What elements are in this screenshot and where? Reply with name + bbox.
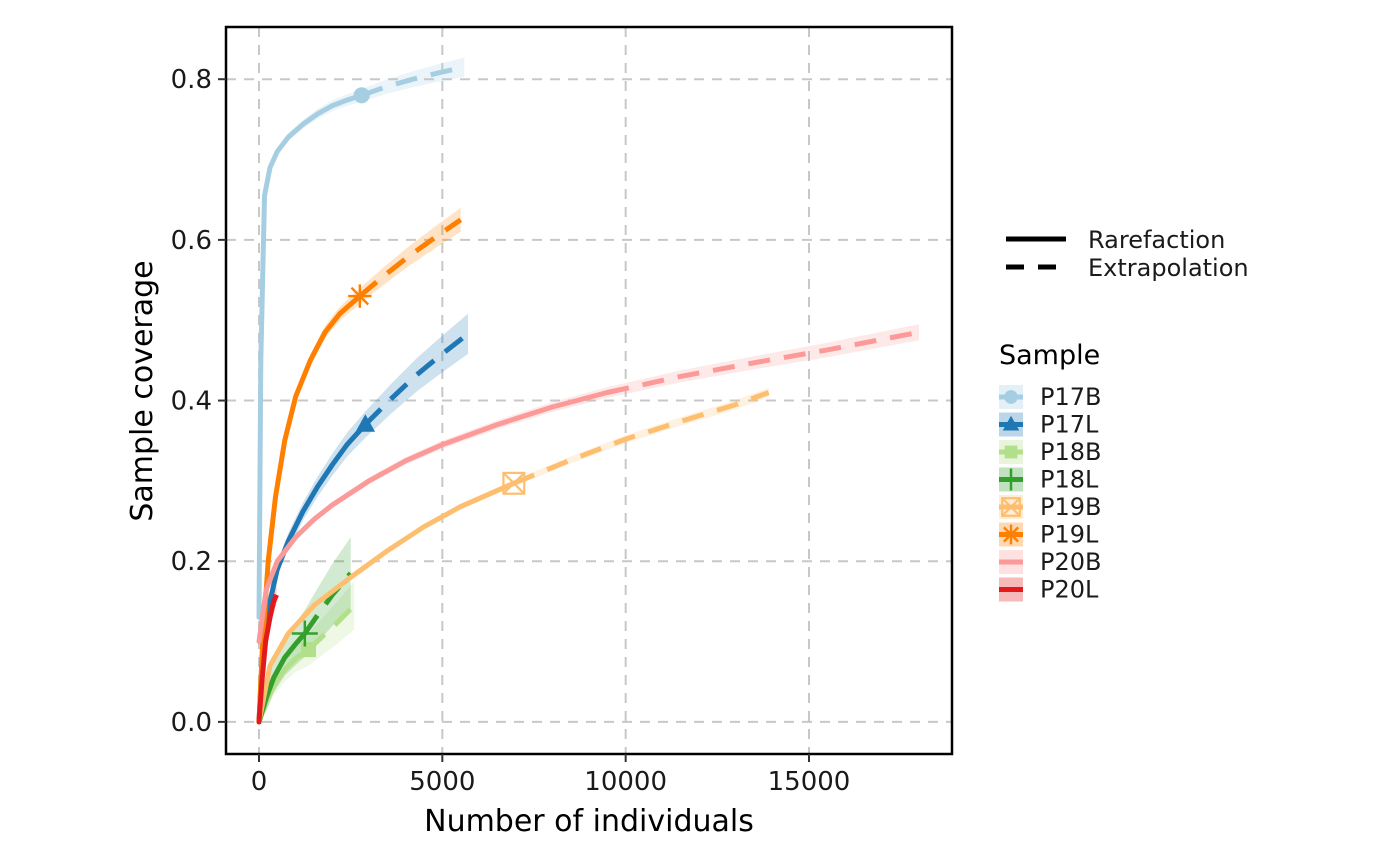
- legend-marker-p19l: [1001, 524, 1021, 545]
- rarefaction-line-p20l: [256, 598, 277, 725]
- legend-label-p17l: P17L: [1040, 411, 1099, 439]
- plot-frame: [224, 25, 954, 756]
- y-tick-label: 0.2: [171, 547, 212, 577]
- legend-marker-p18l: [1000, 468, 1022, 491]
- legend-label-rarefaction: Rarefaction: [1088, 226, 1225, 254]
- legend-marker-p17b: [1004, 390, 1018, 404]
- legend-key-p20b: [999, 550, 1023, 574]
- legend-key-p18b: [999, 440, 1023, 464]
- legend-label-p17b: P17B: [1040, 383, 1101, 411]
- band-p19b: [259, 387, 769, 722]
- y-tick-label: 0.8: [171, 65, 212, 95]
- extrapolation-line-p20b: [606, 329, 920, 395]
- legend-label-p20l: P20L: [1040, 576, 1099, 604]
- extrapolation-line-p18l: [302, 571, 353, 635]
- x-tick-label: 10000: [584, 767, 667, 797]
- legend-key-p17b: [999, 385, 1023, 409]
- observed-point-p19b: [502, 471, 526, 495]
- legend-label-p19b: P19B: [1040, 493, 1101, 521]
- extrapolation-line-p17l: [363, 331, 470, 427]
- y-tick-label: 0.4: [171, 387, 212, 417]
- y-tick-label: 0.0: [171, 708, 212, 738]
- extrapolation-line-p17b: [360, 64, 465, 98]
- legend-key-p17l: [999, 412, 1023, 437]
- sample-legend-title: Sample: [999, 340, 1100, 371]
- legend-label-p18b: P18B: [1040, 438, 1101, 466]
- observed-markers: [291, 87, 526, 658]
- x-tick-label: 0: [251, 767, 268, 797]
- legend-label-extrapolation: Extrapolation: [1088, 254, 1249, 282]
- rarefaction-line-p20b: [256, 390, 610, 644]
- legend-key-p19l: [999, 522, 1023, 547]
- rarefaction-line-p17b: [256, 92, 365, 620]
- x-tick-label: 15000: [768, 767, 851, 797]
- extrapolation-line-p19b: [512, 390, 770, 486]
- band-p20b: [259, 324, 919, 644]
- observed-point-p17l: [355, 414, 376, 432]
- confidence-bands: [259, 57, 919, 722]
- observed-point-p18b: [300, 642, 317, 658]
- extrapolation-line-p20l: [271, 593, 279, 603]
- x-tick-label: 5000: [409, 767, 475, 797]
- legend-label-p19l: P19L: [1040, 521, 1099, 549]
- legend-marker-p17l: [1002, 415, 1020, 431]
- observed-point-p17b: [353, 87, 370, 104]
- legend-marker-p18b: [1004, 445, 1018, 459]
- extrapolation-line-p19l: [358, 217, 463, 299]
- legend-key-p18l: [999, 467, 1023, 492]
- legend-key-p19b: [999, 495, 1023, 519]
- legend-label-p18l: P18L: [1040, 466, 1099, 494]
- observed-point-p19l: [348, 284, 372, 308]
- y-axis-title: Sample coverage: [125, 260, 160, 521]
- observed-point-p18l: [291, 620, 318, 647]
- y-axis-ticks: 0.0 0.2 0.4 0.6 0.8: [171, 65, 226, 738]
- legend-marker-p19b: [1001, 497, 1021, 517]
- x-axis-ticks: 0 5000 10000 15000: [251, 754, 851, 797]
- legend-label-p20b: P20B: [1040, 548, 1101, 576]
- x-axis-title: Number of individuals: [424, 804, 754, 839]
- legend-key-p20l: [999, 577, 1023, 602]
- rarefaction-line-p19b: [256, 480, 517, 725]
- y-tick-label: 0.6: [171, 226, 212, 256]
